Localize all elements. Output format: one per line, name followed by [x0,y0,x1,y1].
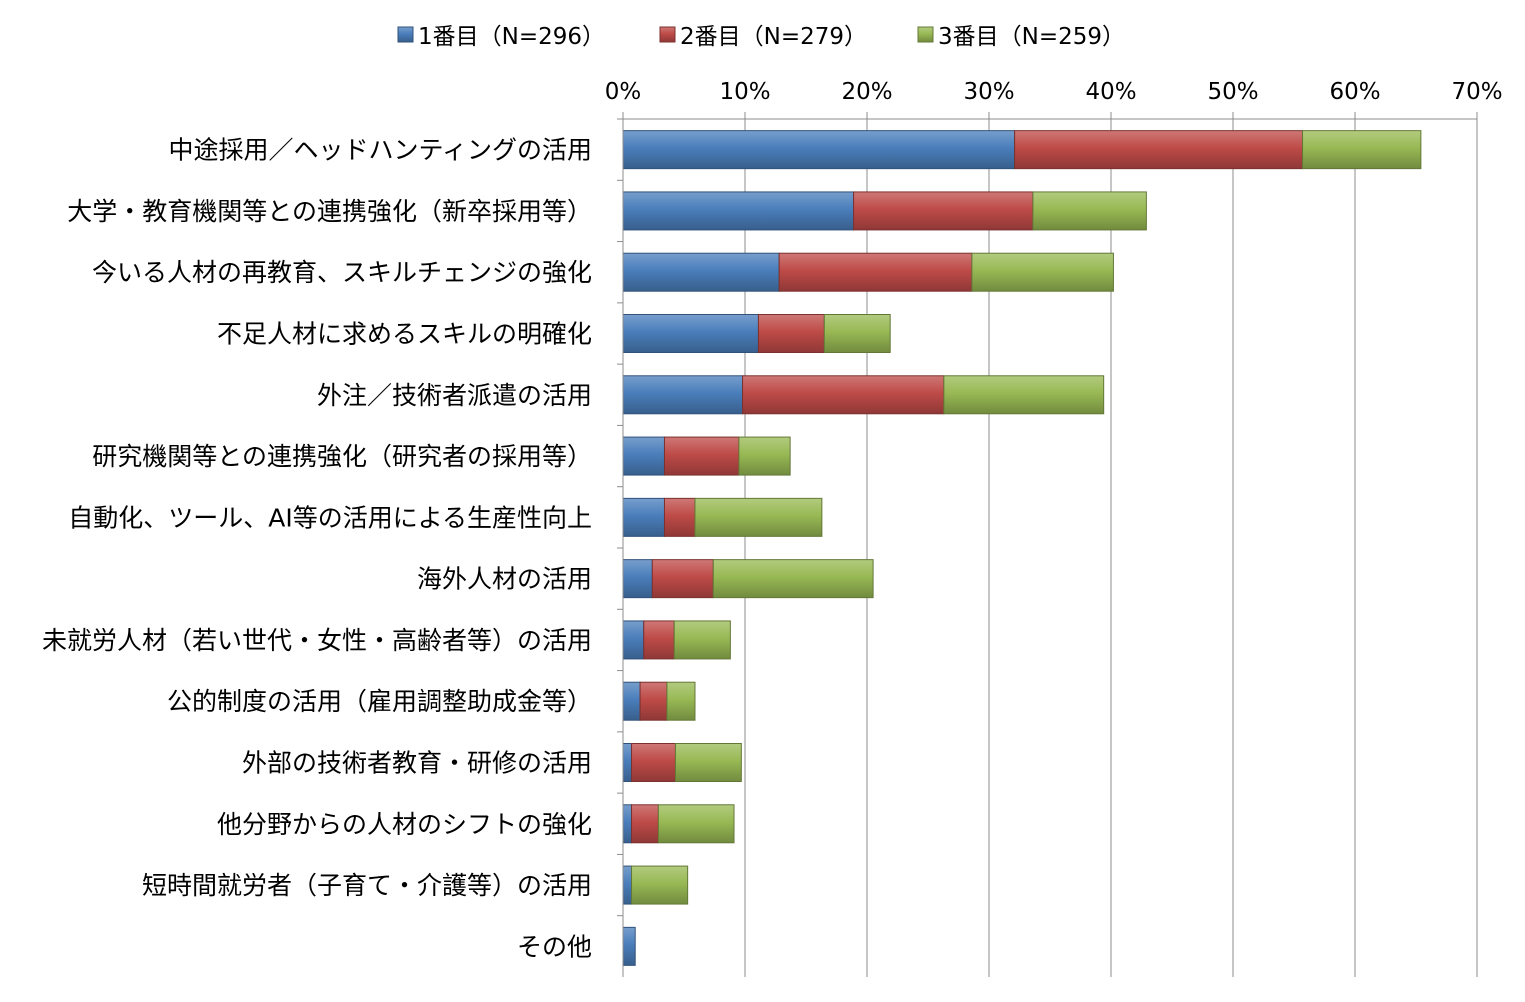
x-tick-label: 40% [1085,79,1136,105]
bar-segment [663,497,696,537]
bar-segment [666,681,696,721]
bar-segment [622,865,633,905]
bar-segment [622,804,633,844]
gridlines [622,112,1478,977]
bar-segment [622,926,636,966]
x-tick-label: 70% [1451,79,1502,105]
category-label: 他分野からの人材のシフトの強化 [217,810,592,839]
legend-swatch [917,26,934,43]
bar-segment [622,191,855,231]
category-label: 公的制度の活用（雇用調整助成金等） [167,687,592,716]
bar-segment [738,436,791,476]
bar-segment [694,497,823,537]
x-axis-ticks: 0% 10% 20% 30% 40% 50% 60% 70% [605,79,1503,105]
bar-segment [1302,130,1422,170]
bar-segment [622,436,665,476]
category-label: 外注／技術者派遣の活用 [317,381,592,410]
category-label: 今いる人材の再教育、スキルチェンジの強化 [92,258,592,287]
bar-segment [742,375,945,415]
bar-segment [651,559,714,599]
category-label: 自動化、ツール、AI等の活用による生産性向上 [68,503,592,532]
bar-segment [853,191,1034,231]
bar-segment [823,314,891,353]
bar-segment [631,743,676,782]
category-label: 外部の技術者教育・研修の活用 [242,749,592,778]
category-label: その他 [517,932,592,961]
bar-segment [971,252,1114,292]
legend-label: 1番目（N=296） [418,24,605,50]
category-label: 中途採用／ヘッドハンティングの活用 [168,136,592,165]
bar-segment [663,436,740,476]
bar-segment [622,681,641,721]
bar-segment [622,620,645,660]
bars [622,130,1422,966]
x-tick-label: 50% [1207,79,1258,105]
x-tick-label: 10% [719,79,770,105]
bar-segment [622,130,1016,170]
bar-segment [622,743,633,782]
bar-segment [943,375,1105,415]
bar-segment [1032,191,1147,231]
category-label: 短時間就労者（子育て・介護等）の活用 [142,871,592,900]
bar-segment [622,314,759,353]
bar-segment [631,804,659,844]
bar-segment [622,559,653,599]
bar-segment [622,252,780,292]
bar-segment [622,375,744,415]
bar-segment [1014,130,1304,170]
legend-label: 2番目（N=279） [680,24,867,50]
legend-label: 3番目（N=259） [938,24,1125,50]
x-tick-label: 20% [841,79,892,105]
legend-swatch [397,26,414,43]
category-label: 未就労人材（若い世代・女性・高齢者等）の活用 [42,626,592,655]
x-tick-label: 60% [1329,79,1380,105]
bar-segment [622,497,665,537]
bar-segment [657,804,735,844]
y-axis [617,118,624,977]
bar-segment [643,620,675,660]
bar-segment [631,865,689,905]
category-label: 海外人材の活用 [417,565,592,594]
bar-segment [712,559,874,599]
category-label: 研究機関等との連携強化（研究者の採用等） [92,442,592,471]
bar-segment [639,681,668,721]
bar-segment [757,314,825,353]
legend-swatch [659,26,676,43]
bar-segment [778,252,973,292]
x-tick-label: 0% [605,79,642,105]
category-label: 不足人材に求めるスキルの明確化 [217,320,592,349]
category-label: 大学・教育機関等との連携強化（新卒採用等） [67,197,592,226]
legend: 1番目（N=296） 2番目（N=279） 3番目（N=259） [397,24,1125,50]
bar-segment [673,620,731,660]
x-tick-label: 30% [963,79,1014,105]
bar-segment [674,743,742,782]
